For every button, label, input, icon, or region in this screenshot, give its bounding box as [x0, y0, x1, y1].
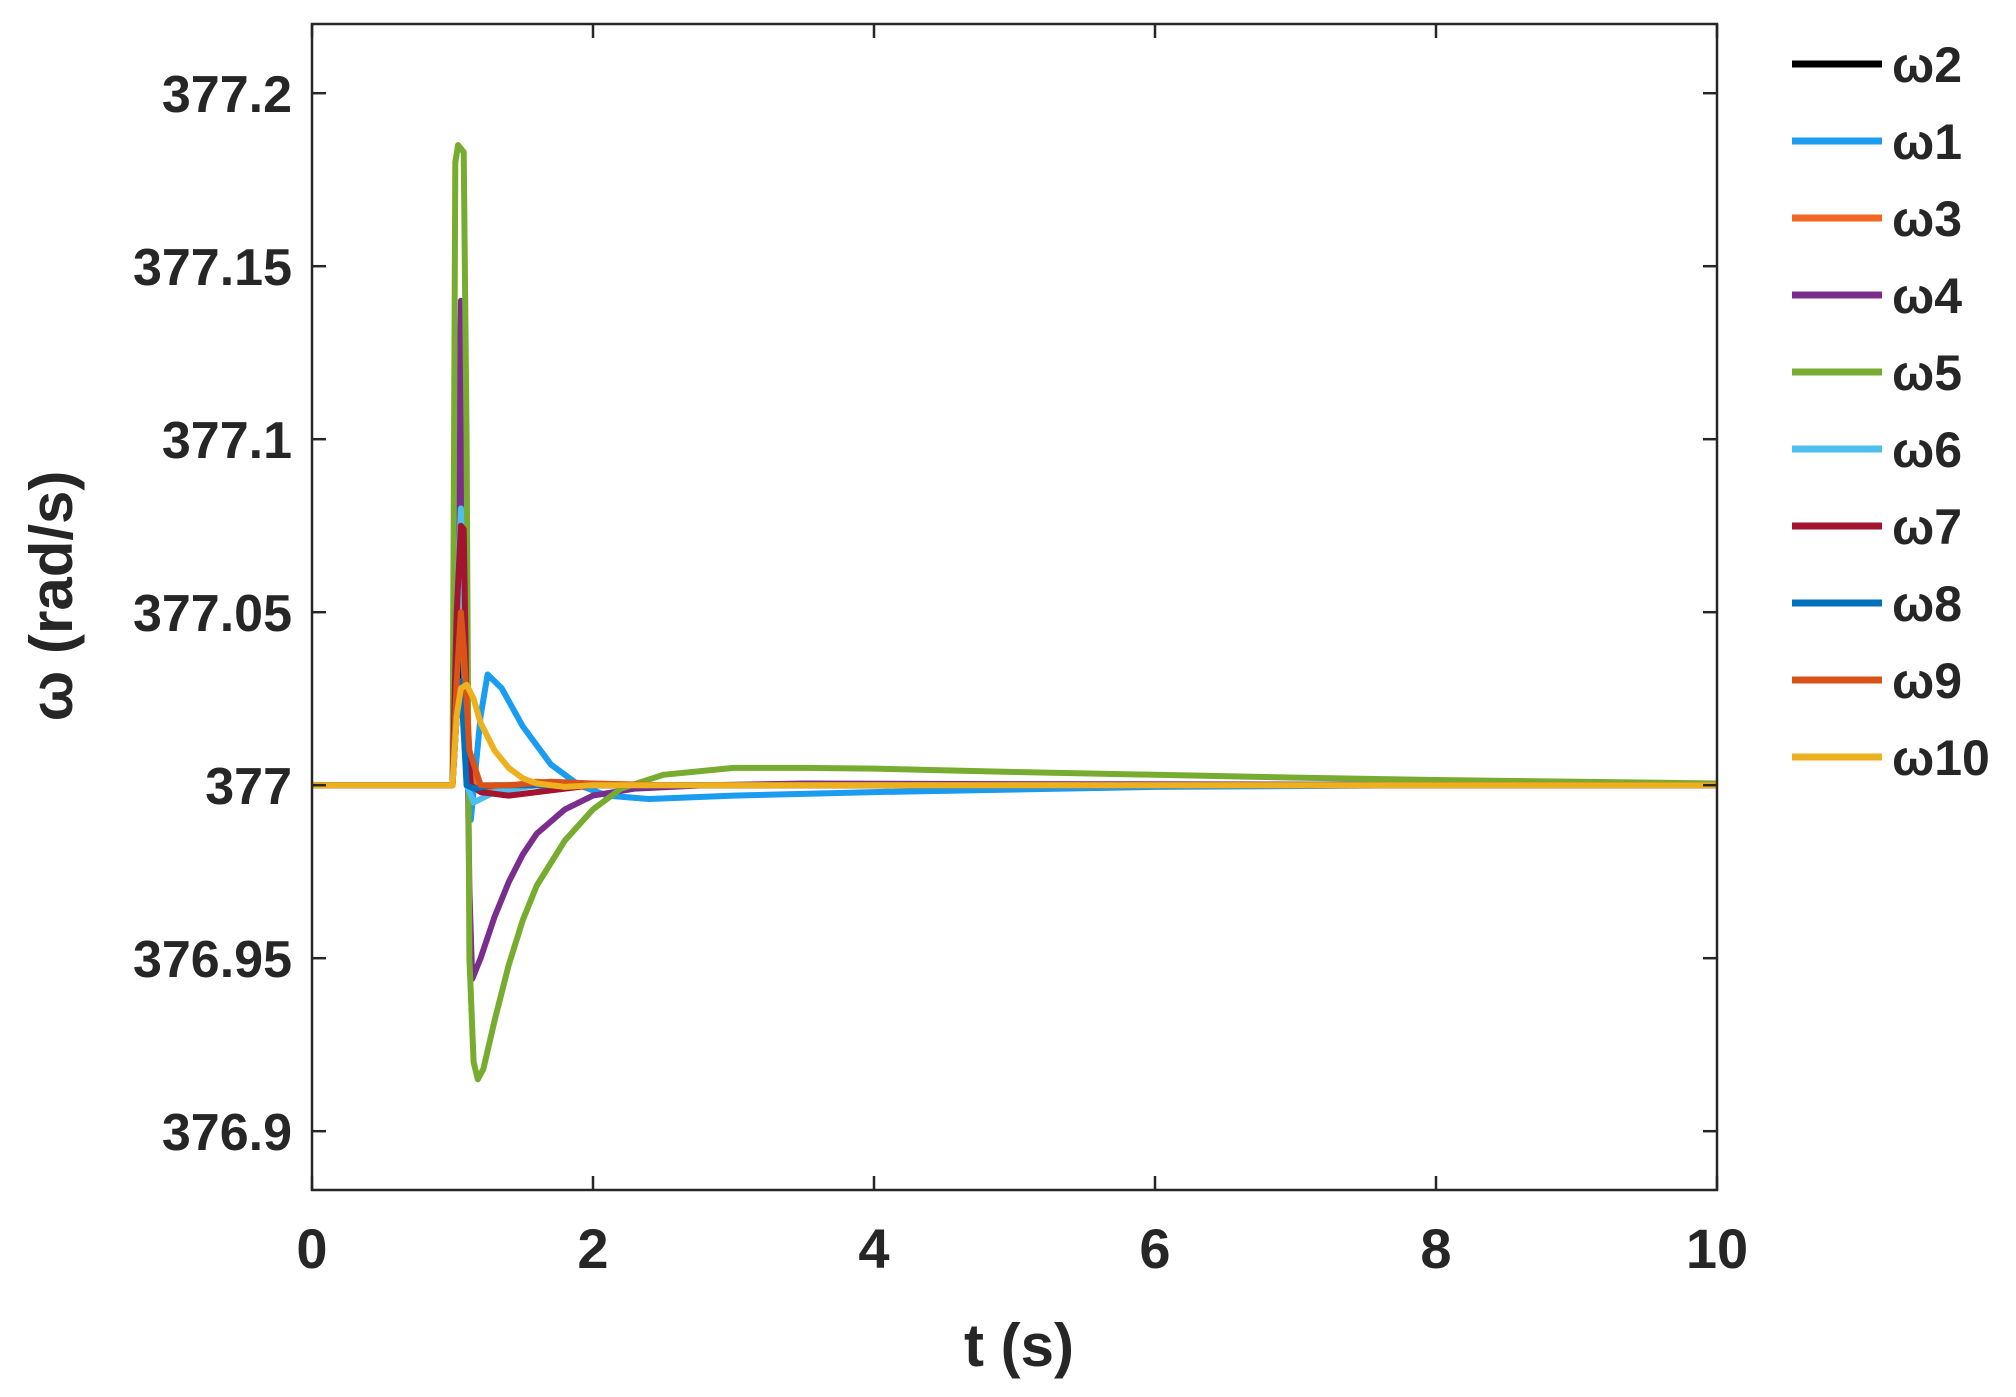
axes-box [310, 22, 1719, 1192]
tick-labels: 0 2 4 6 8 10 376.9 376.95 377 377.05 377.1 377.15 37… [133, 66, 1748, 1280]
y-tick-label: 376.95 [133, 931, 292, 989]
x-tick-label: 8 [1420, 1217, 1451, 1280]
x-tick-label: 10 [1686, 1217, 1748, 1280]
legend-label: ω5 [1892, 345, 1962, 401]
x-tick-label: 6 [1139, 1217, 1170, 1280]
y-axis-label: ω (rad/s) [18, 471, 85, 722]
y-tick-label: 377.1 [162, 412, 292, 470]
y-tick-label: 377.2 [162, 66, 292, 124]
x-axis-label: t (s) [964, 1312, 1074, 1379]
x-tick-label: 4 [858, 1217, 889, 1280]
axes [310, 22, 1719, 1192]
legend: ω2 ω1 ω3 ω4 ω5 ω6 ω7 ω8 ω9 ω10 [1792, 37, 1990, 786]
legend-label: ω6 [1892, 422, 1962, 478]
y-tick-label: 377 [205, 758, 292, 816]
y-tick-label: 377.15 [133, 239, 292, 297]
x-tick-label: 2 [577, 1217, 608, 1280]
y-tick-label: 376.9 [162, 1104, 292, 1162]
series-layer [312, 142, 1717, 1083]
legend-label: ω9 [1892, 653, 1962, 709]
legend-label: ω4 [1892, 268, 1962, 324]
series-line-10 [312, 681, 1717, 790]
legend-label: ω8 [1892, 576, 1962, 632]
x-tick-label: 0 [296, 1217, 327, 1280]
series-line-5 [312, 142, 1717, 1083]
legend-label: ω7 [1892, 499, 1962, 555]
legend-label: ω10 [1892, 730, 1990, 786]
legend-label: ω2 [1892, 37, 1962, 93]
plot-area [312, 24, 1717, 1190]
y-tick-label: 377.05 [133, 585, 292, 643]
legend-label: ω3 [1892, 191, 1962, 247]
legend-label: ω1 [1892, 114, 1962, 170]
tick-marks [310, 24, 1719, 1190]
plot-background [312, 24, 1717, 1190]
